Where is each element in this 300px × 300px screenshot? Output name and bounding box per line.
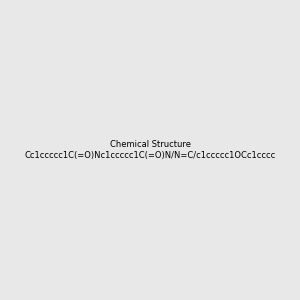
- Text: Chemical Structure
Cc1ccccc1C(=O)Nc1ccccc1C(=O)N/N=C/c1ccccc1OCc1cccc: Chemical Structure Cc1ccccc1C(=O)Nc1cccc…: [24, 140, 276, 160]
